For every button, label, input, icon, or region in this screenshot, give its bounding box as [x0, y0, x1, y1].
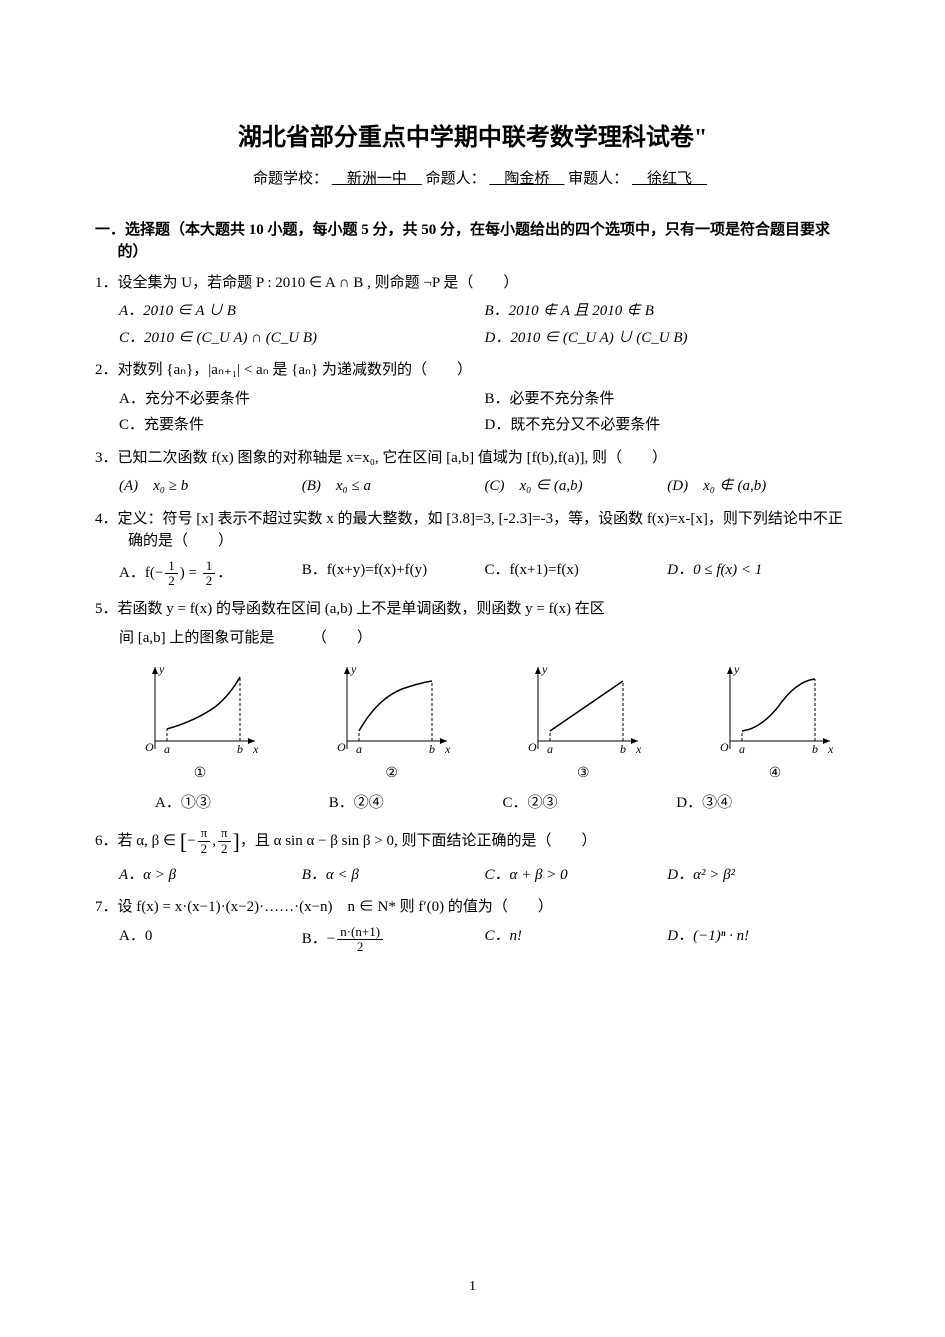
- svg-text:x: x: [252, 742, 259, 756]
- q4-option-a: A．f(−12) = 12．: [119, 559, 302, 589]
- svg-text:y: y: [350, 662, 357, 676]
- section-1-heading: 一．选择题（本大题共 10 小题，每小题 5 分，共 50 分，在每小题给出的四…: [95, 219, 850, 264]
- q3-option-a: (A) x₀ ≥ b: [119, 475, 302, 498]
- graph-2-svg: O x y a b: [327, 659, 457, 759]
- graph-3-svg: O x y a b: [518, 659, 648, 759]
- question-5: 5．若函数 y = f(x) 的导函数在区间 (a,b) 上不是单调函数，则函数…: [95, 598, 850, 815]
- q4-options: A．f(−12) = 12． B．f(x+y)=f(x)+f(y) C．f(x+…: [95, 559, 850, 589]
- q5-graph-2: O x y a b ②: [317, 659, 467, 784]
- q1-stem: 1．设全集为 U，若命题 P : 2010 ∈ A ∩ B , 则命题 ¬P 是…: [95, 272, 850, 295]
- q2-option-d: D．既不充分又不必要条件: [485, 414, 851, 437]
- svg-text:y: y: [541, 662, 548, 676]
- q5-option-a: A．①③: [155, 792, 329, 815]
- q4-option-b: B．f(x+y)=f(x)+f(y): [302, 559, 485, 589]
- q5-graph-1: O x y a b ①: [125, 659, 275, 784]
- q5-option-d: D．③④: [676, 792, 850, 815]
- q1-options-row1: A．2010 ∈ A ∪ B B．2010 ∉ A 且 2010 ∉ B: [95, 300, 850, 323]
- q2-options-row1: A．充分不必要条件 B．必要不充分条件: [95, 388, 850, 411]
- svg-text:b: b: [429, 742, 435, 756]
- q7-option-c: C．n!: [485, 925, 668, 955]
- q5-graphs: O x y a b ① O x y a: [125, 659, 850, 784]
- svg-text:O: O: [528, 740, 537, 754]
- q2-option-b: B．必要不充分条件: [485, 388, 851, 411]
- q1-option-c: C．2010 ∈ (C_U A) ∩ (C_U B): [119, 327, 485, 350]
- graph-1-svg: O x y a b: [135, 659, 265, 759]
- q5-option-b: B．②④: [329, 792, 503, 815]
- q6-option-a: A．α > β: [119, 864, 302, 887]
- svg-text:a: a: [739, 742, 745, 756]
- q2-option-a: A．充分不必要条件: [119, 388, 485, 411]
- q7-options: A．0 B．−n·(n+1)2 C．n! D．(−1)ⁿ · n!: [95, 925, 850, 955]
- svg-text:O: O: [145, 740, 154, 754]
- question-6: 6．若 α, β ∈ [−π2,π2]，且 α sin α − β sin β …: [95, 825, 850, 887]
- page-number: 1: [469, 1276, 476, 1297]
- q5-graph-1-label: ①: [125, 763, 275, 784]
- svg-text:y: y: [158, 662, 165, 676]
- q2-option-c: C．充要条件: [119, 414, 485, 437]
- question-3: 3．已知二次函数 f(x) 图象的对称轴是 x=x₀, 它在区间 [a,b] 值…: [95, 447, 850, 498]
- q5-graph-4: O x y a b ④: [700, 659, 850, 784]
- svg-text:a: a: [164, 742, 170, 756]
- q7-option-d: D．(−1)ⁿ · n!: [667, 925, 850, 955]
- q7-option-b: B．−n·(n+1)2: [302, 925, 485, 955]
- q1-option-a: A．2010 ∈ A ∪ B: [119, 300, 485, 323]
- svg-text:b: b: [237, 742, 243, 756]
- q2-stem: 2．对数列 {aₙ}，|aₙ₊₁| < aₙ 是 {aₙ} 为递减数列的（ ）: [95, 359, 850, 382]
- q6-stem: 6．若 α, β ∈ [−π2,π2]，且 α sin α − β sin β …: [95, 825, 850, 858]
- exam-title: 湖北省部分重点中学期中联考数学理科试卷": [95, 120, 850, 156]
- svg-text:O: O: [720, 740, 729, 754]
- q6-option-d: D．α² > β²: [667, 864, 850, 887]
- q5-option-c: C．②③: [503, 792, 677, 815]
- q3-option-d: (D) x₀ ∉ (a,b): [667, 475, 850, 498]
- svg-text:x: x: [444, 742, 451, 756]
- reviewer-label: 审题人：: [568, 171, 628, 187]
- svg-text:a: a: [547, 742, 553, 756]
- question-4: 4．定义：符号 [x] 表示不超过实数 x 的最大整数，如 [3.8]=3, […: [95, 508, 850, 589]
- q6-option-c: C．α + β > 0: [485, 864, 668, 887]
- q4-option-d: D．0 ≤ f(x) < 1: [667, 559, 850, 589]
- question-1: 1．设全集为 U，若命题 P : 2010 ∈ A ∩ B , 则命题 ¬P 是…: [95, 272, 850, 350]
- q7-stem: 7．设 f(x) = x·(x−1)·(x−2)·……·(x−n) n ∈ N*…: [95, 896, 850, 919]
- svg-text:b: b: [620, 742, 626, 756]
- graph-4-svg: O x y a b: [710, 659, 840, 759]
- q1-option-d: D．2010 ∈ (C_U A) ∪ (C_U B): [485, 327, 851, 350]
- svg-text:O: O: [337, 740, 346, 754]
- exam-subtitle: 命题学校： 新洲一中 命题人： 陶金桥 审题人： 徐红飞: [95, 168, 850, 191]
- q1-option-b: B．2010 ∉ A 且 2010 ∉ B: [485, 300, 851, 323]
- q3-option-b: (B) x₀ ≤ a: [302, 475, 485, 498]
- q7-option-a: A．0: [119, 925, 302, 955]
- q6-options: A．α > β B．α < β C．α + β > 0 D．α² > β²: [95, 864, 850, 887]
- q5-options: A．①③ B．②④ C．②③ D．③④: [95, 792, 850, 815]
- q6-option-b: B．α < β: [302, 864, 485, 887]
- q1-options-row2: C．2010 ∈ (C_U A) ∩ (C_U B) D．2010 ∈ (C_U…: [95, 327, 850, 350]
- q5-graph-2-label: ②: [317, 763, 467, 784]
- q5-graph-3: O x y a b ③: [508, 659, 658, 784]
- svg-text:x: x: [827, 742, 834, 756]
- q5-stem-line1: 5．若函数 y = f(x) 的导函数在区间 (a,b) 上不是单调函数，则函数…: [95, 598, 850, 621]
- author-name: 陶金桥: [489, 171, 564, 187]
- q5-stem-line2: 间 [a,b] 上的图象可能是 （ ）: [95, 627, 850, 650]
- author-label: 命题人：: [426, 171, 486, 187]
- reviewer-name: 徐红飞: [632, 171, 707, 187]
- q5-graph-3-label: ③: [508, 763, 658, 784]
- q3-stem: 3．已知二次函数 f(x) 图象的对称轴是 x=x₀, 它在区间 [a,b] 值…: [95, 447, 850, 470]
- q3-options: (A) x₀ ≥ b (B) x₀ ≤ a (C) x₀ ∈ (a,b) (D)…: [95, 475, 850, 498]
- svg-text:x: x: [635, 742, 642, 756]
- q4-stem: 4．定义：符号 [x] 表示不超过实数 x 的最大整数，如 [3.8]=3, […: [95, 508, 850, 553]
- svg-text:y: y: [733, 662, 740, 676]
- school-label: 命题学校：: [253, 171, 328, 187]
- q3-option-c: (C) x₀ ∈ (a,b): [485, 475, 668, 498]
- question-7: 7．设 f(x) = x·(x−1)·(x−2)·……·(x−n) n ∈ N*…: [95, 896, 850, 954]
- q4-option-c: C．f(x+1)=f(x): [485, 559, 668, 589]
- question-2: 2．对数列 {aₙ}，|aₙ₊₁| < aₙ 是 {aₙ} 为递减数列的（ ） …: [95, 359, 850, 437]
- q5-graph-4-label: ④: [700, 763, 850, 784]
- svg-text:b: b: [812, 742, 818, 756]
- q2-options-row2: C．充要条件 D．既不充分又不必要条件: [95, 414, 850, 437]
- svg-text:a: a: [356, 742, 362, 756]
- school-name: 新洲一中: [332, 171, 422, 187]
